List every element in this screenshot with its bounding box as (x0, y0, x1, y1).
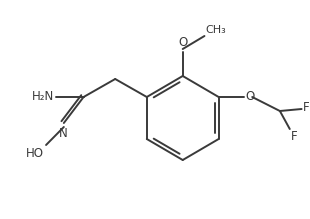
Text: H₂N: H₂N (32, 90, 54, 104)
Text: O: O (245, 90, 255, 104)
Text: F: F (303, 101, 309, 115)
Text: O: O (178, 36, 187, 49)
Text: CH₃: CH₃ (206, 25, 226, 35)
Text: N: N (59, 127, 67, 140)
Text: F: F (291, 130, 297, 143)
Text: HO: HO (26, 147, 44, 160)
